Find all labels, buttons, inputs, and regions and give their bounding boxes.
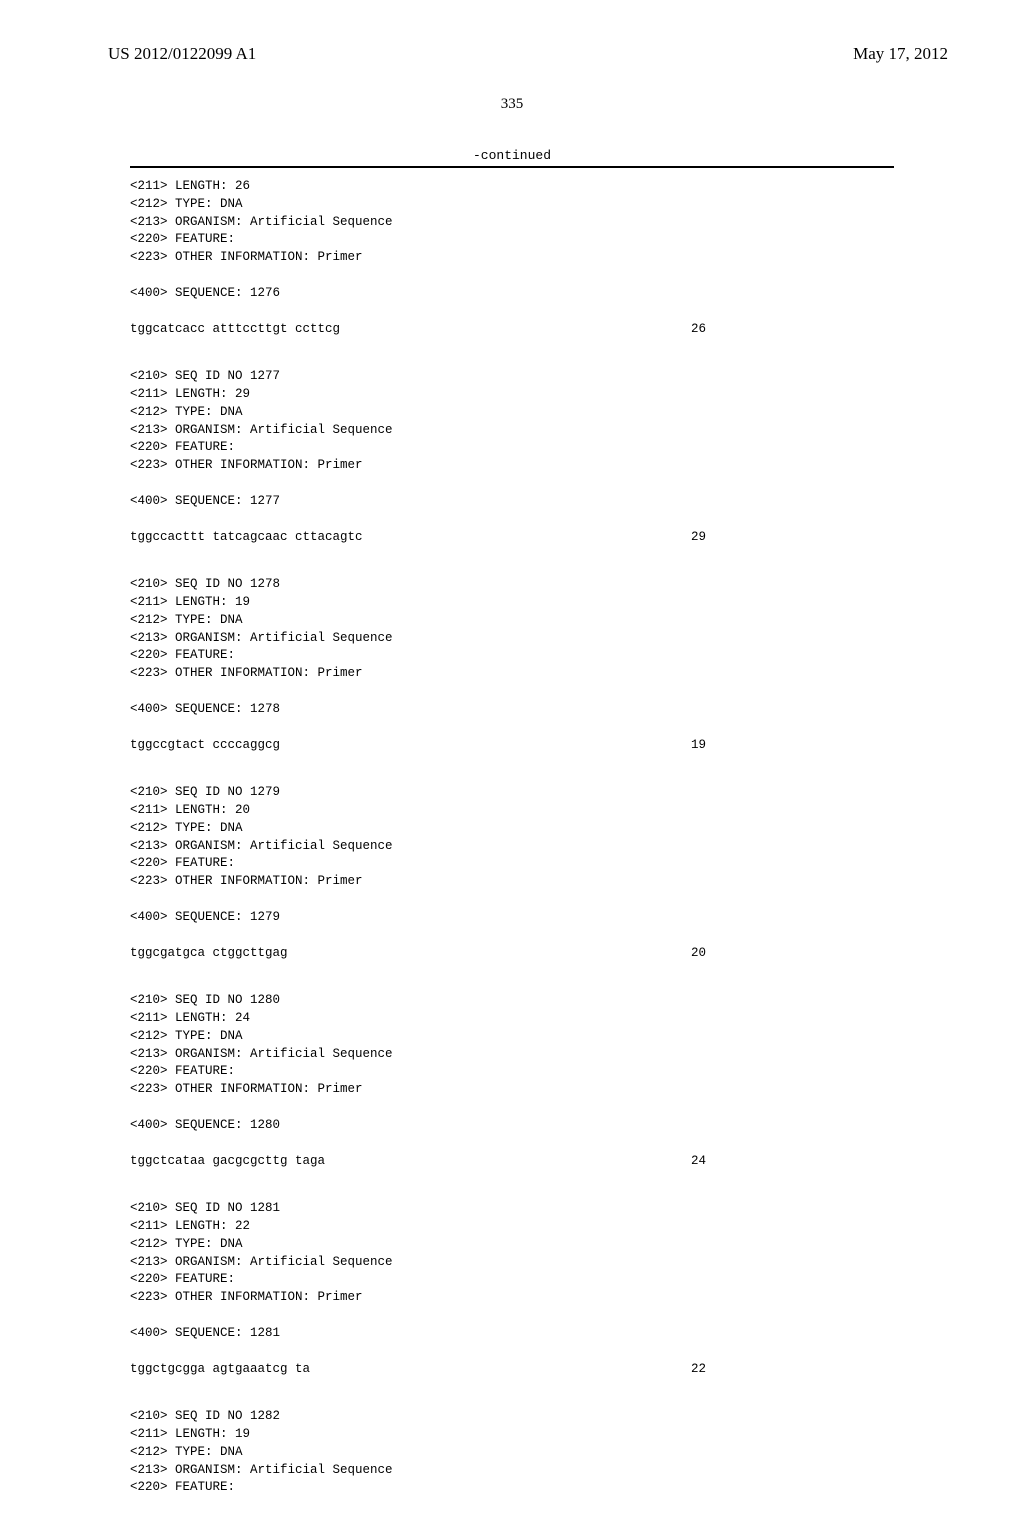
- sequence-metadata-line: <220> FEATURE:: [130, 231, 894, 249]
- sequence-block: <210> SEQ ID NO 1278<211> LENGTH: 19<212…: [130, 576, 894, 683]
- sequence-metadata-line: <212> TYPE: DNA: [130, 1028, 894, 1046]
- sequence-metadata-line: <220> FEATURE:: [130, 855, 894, 873]
- sequence-metadata-line: <212> TYPE: DNA: [130, 1236, 894, 1254]
- continued-label: -continued: [473, 148, 551, 163]
- sequence-length: 26: [691, 321, 894, 339]
- sequence-metadata-line: <212> TYPE: DNA: [130, 1444, 894, 1462]
- sequence-metadata-line: <220> FEATURE:: [130, 439, 894, 457]
- sequence-block: tggccacttt tatcagcaac cttacagtc 29: [130, 529, 894, 547]
- block-spacer: [130, 564, 894, 576]
- sequence-metadata-line: <213> ORGANISM: Artificial Sequence: [130, 838, 894, 856]
- sequence-metadata-line: <210> SEQ ID NO 1282: [130, 1408, 894, 1426]
- sequence-data-row: tggctgcgga agtgaaatcg ta 22: [130, 1361, 894, 1379]
- sequence-data-row: tggcgatgca ctggcttgag 20: [130, 945, 894, 963]
- sequence-length: 29: [691, 529, 894, 547]
- page-number: 335: [501, 96, 524, 113]
- sequence-block: <210> SEQ ID NO 1279<211> LENGTH: 20<212…: [130, 784, 894, 891]
- sequence-metadata-line: <211> LENGTH: 29: [130, 386, 894, 404]
- sequence-metadata-line: <210> SEQ ID NO 1278: [130, 576, 894, 594]
- sequence-block: <400> SEQUENCE: 1278: [130, 701, 894, 719]
- sequence-metadata-line: <400> SEQUENCE: 1276: [130, 285, 894, 303]
- block-spacer: [130, 980, 894, 992]
- sequence-string: tggctgcgga agtgaaatcg ta: [130, 1361, 310, 1379]
- sequence-data-row: tggccacttt tatcagcaac cttacagtc 29: [130, 529, 894, 547]
- sequence-block: <210> SEQ ID NO 1282<211> LENGTH: 19<212…: [130, 1408, 894, 1497]
- sequence-metadata-line: <213> ORGANISM: Artificial Sequence: [130, 1046, 894, 1064]
- sequence-block: tggcgatgca ctggcttgag 20: [130, 945, 894, 963]
- sequence-length: 19: [691, 737, 894, 755]
- sequence-data-row: tggccgtact ccccaggcg 19: [130, 737, 894, 755]
- publication-date: May 17, 2012: [853, 44, 948, 64]
- sequence-block: <400> SEQUENCE: 1281: [130, 1325, 894, 1343]
- sequence-metadata-line: <223> OTHER INFORMATION: Primer: [130, 249, 894, 267]
- sequence-block: tggctcataa gacgcgcttg taga 24: [130, 1153, 894, 1171]
- sequence-data-row: tggctcataa gacgcgcttg taga 24: [130, 1153, 894, 1171]
- sequence-data-row: tggcatcacc atttccttgt ccttcg 26: [130, 321, 894, 339]
- sequence-metadata-line: <210> SEQ ID NO 1277: [130, 368, 894, 386]
- sequence-metadata-line: <400> SEQUENCE: 1281: [130, 1325, 894, 1343]
- sequence-metadata-line: <210> SEQ ID NO 1279: [130, 784, 894, 802]
- sequence-metadata-line: <213> ORGANISM: Artificial Sequence: [130, 1254, 894, 1272]
- sequence-metadata-line: <220> FEATURE:: [130, 647, 894, 665]
- sequence-length: 22: [691, 1361, 894, 1379]
- sequence-string: tggcgatgca ctggcttgag: [130, 945, 288, 963]
- sequence-string: tggcatcacc atttccttgt ccttcg: [130, 321, 340, 339]
- sequence-metadata-line: <400> SEQUENCE: 1279: [130, 909, 894, 927]
- sequence-block: <211> LENGTH: 26<212> TYPE: DNA<213> ORG…: [130, 178, 894, 267]
- sequence-block: <210> SEQ ID NO 1280<211> LENGTH: 24<212…: [130, 992, 894, 1099]
- sequence-string: tggccgtact ccccaggcg: [130, 737, 280, 755]
- sequence-metadata-line: <212> TYPE: DNA: [130, 612, 894, 630]
- sequence-metadata-line: <400> SEQUENCE: 1280: [130, 1117, 894, 1135]
- block-spacer: [130, 356, 894, 368]
- block-spacer: [130, 1396, 894, 1408]
- sequence-metadata-line: <223> OTHER INFORMATION: Primer: [130, 457, 894, 475]
- sequence-block: <400> SEQUENCE: 1280: [130, 1117, 894, 1135]
- sequence-metadata-line: <223> OTHER INFORMATION: Primer: [130, 873, 894, 891]
- sequence-metadata-line: <211> LENGTH: 19: [130, 1426, 894, 1444]
- sequence-metadata-line: <211> LENGTH: 24: [130, 1010, 894, 1028]
- sequence-metadata-line: <213> ORGANISM: Artificial Sequence: [130, 422, 894, 440]
- sequence-metadata-line: <223> OTHER INFORMATION: Primer: [130, 1081, 894, 1099]
- block-spacer: [130, 772, 894, 784]
- sequence-length: 24: [691, 1153, 894, 1171]
- sequence-metadata-line: <211> LENGTH: 22: [130, 1218, 894, 1236]
- sequence-block: tggccgtact ccccaggcg 19: [130, 737, 894, 755]
- block-spacer: [130, 1188, 894, 1200]
- sequence-block: <400> SEQUENCE: 1276: [130, 285, 894, 303]
- sequence-block: <400> SEQUENCE: 1279: [130, 909, 894, 927]
- sequence-metadata-line: <212> TYPE: DNA: [130, 404, 894, 422]
- sequence-metadata-line: <213> ORGANISM: Artificial Sequence: [130, 1462, 894, 1480]
- sequence-metadata-line: <223> OTHER INFORMATION: Primer: [130, 1289, 894, 1307]
- sequence-block: tggcatcacc atttccttgt ccttcg 26: [130, 321, 894, 339]
- sequence-metadata-line: <210> SEQ ID NO 1281: [130, 1200, 894, 1218]
- page-header: US 2012/0122099 A1 May 17, 2012: [0, 44, 1024, 64]
- sequence-metadata-line: <220> FEATURE:: [130, 1271, 894, 1289]
- sequence-metadata-line: <213> ORGANISM: Artificial Sequence: [130, 630, 894, 648]
- sequence-metadata-line: <212> TYPE: DNA: [130, 820, 894, 838]
- sequence-metadata-line: <211> LENGTH: 26: [130, 178, 894, 196]
- sequence-listing: <211> LENGTH: 26<212> TYPE: DNA<213> ORG…: [130, 178, 894, 1515]
- sequence-metadata-line: <223> OTHER INFORMATION: Primer: [130, 665, 894, 683]
- sequence-metadata-line: <212> TYPE: DNA: [130, 196, 894, 214]
- sequence-string: tggctcataa gacgcgcttg taga: [130, 1153, 325, 1171]
- publication-number: US 2012/0122099 A1: [108, 44, 256, 64]
- sequence-string: tggccacttt tatcagcaac cttacagtc: [130, 529, 363, 547]
- sequence-block: tggctgcgga agtgaaatcg ta 22: [130, 1361, 894, 1379]
- sequence-metadata-line: <400> SEQUENCE: 1278: [130, 701, 894, 719]
- sequence-metadata-line: <213> ORGANISM: Artificial Sequence: [130, 214, 894, 232]
- sequence-metadata-line: <220> FEATURE:: [130, 1479, 894, 1497]
- sequence-metadata-line: <400> SEQUENCE: 1277: [130, 493, 894, 511]
- sequence-metadata-line: <211> LENGTH: 19: [130, 594, 894, 612]
- sequence-block: <210> SEQ ID NO 1281<211> LENGTH: 22<212…: [130, 1200, 894, 1307]
- sequence-metadata-line: <211> LENGTH: 20: [130, 802, 894, 820]
- horizontal-rule: [130, 166, 894, 168]
- sequence-block: <210> SEQ ID NO 1277<211> LENGTH: 29<212…: [130, 368, 894, 475]
- sequence-metadata-line: <210> SEQ ID NO 1280: [130, 992, 894, 1010]
- sequence-length: 20: [691, 945, 894, 963]
- sequence-block: <400> SEQUENCE: 1277: [130, 493, 894, 511]
- sequence-metadata-line: <220> FEATURE:: [130, 1063, 894, 1081]
